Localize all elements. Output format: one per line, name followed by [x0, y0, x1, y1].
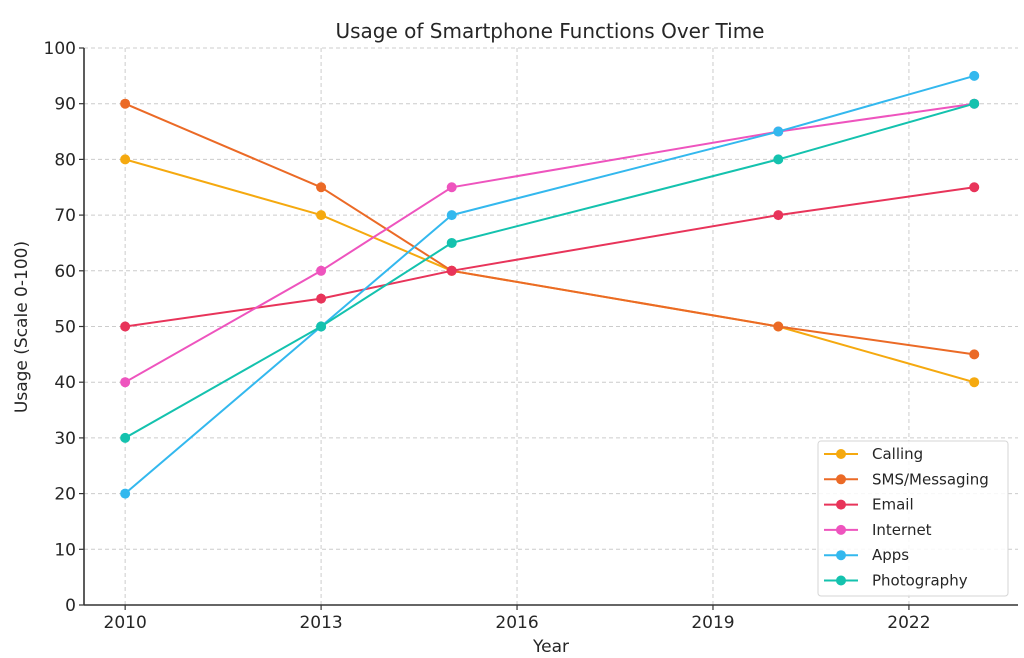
legend-label: Internet — [872, 521, 932, 539]
x-tick-label: 2022 — [887, 613, 930, 633]
y-tick-label: 100 — [44, 39, 76, 59]
y-axis-title: Usage (Scale 0-100) — [12, 241, 32, 413]
data-point-email — [316, 293, 327, 304]
y-tick-label: 70 — [54, 206, 76, 226]
legend-dot-marker — [836, 575, 846, 586]
legend-item-sms-messaging: SMS/Messaging — [824, 470, 989, 488]
legend-label: Email — [872, 496, 914, 514]
x-tick-label: 2010 — [104, 613, 147, 633]
y-tick-label: 80 — [54, 150, 76, 170]
legend-label: Photography — [872, 572, 968, 590]
data-point-apps — [969, 70, 980, 81]
data-point-photography — [446, 237, 457, 248]
x-tick-label: 2019 — [691, 613, 734, 633]
y-tick-label: 20 — [54, 485, 76, 505]
data-point-sms-messaging — [773, 321, 784, 332]
data-point-internet — [446, 182, 457, 193]
legend-label: SMS/Messaging — [872, 470, 989, 488]
legend-dot-marker — [836, 550, 846, 561]
data-point-photography — [120, 432, 131, 443]
legend-dot-marker — [836, 474, 846, 485]
data-point-apps — [773, 126, 784, 137]
series-line-internet — [124, 102, 975, 384]
data-point-calling — [969, 377, 980, 388]
y-tick-label: 90 — [54, 95, 76, 115]
data-point-photography — [969, 98, 980, 109]
series-sms-messaging — [120, 98, 980, 360]
series-email — [120, 182, 980, 332]
data-point-sms-messaging — [316, 182, 327, 193]
y-tick-label: 30 — [54, 429, 76, 449]
data-point-photography — [773, 154, 784, 165]
series-line-email — [124, 186, 975, 328]
data-point-email — [120, 321, 131, 332]
legend-item-email: Email — [824, 496, 914, 514]
y-tick-label: 0 — [65, 596, 76, 616]
legend-dot-marker — [836, 499, 846, 510]
data-point-email — [969, 182, 980, 193]
legend: Calling SMS/Messaging Email Internet Apps Pho… — [817, 440, 1009, 597]
data-point-email — [773, 210, 784, 221]
data-point-internet — [120, 377, 131, 388]
x-axis-title: Year — [532, 637, 569, 657]
x-tick-label: 2016 — [495, 613, 538, 633]
series-line-sms-messaging — [124, 102, 975, 356]
y-tick-label: 60 — [54, 262, 76, 282]
series-apps — [120, 70, 980, 499]
legend-item-photography: Photography — [824, 572, 968, 590]
legend-item-calling: Calling — [824, 445, 923, 463]
axes — [79, 47, 1018, 610]
legend-dot-marker — [836, 524, 846, 535]
series-layer — [120, 70, 980, 499]
legend-label: Apps — [872, 546, 909, 564]
data-point-sms-messaging — [120, 98, 131, 109]
legend-dot-marker — [836, 449, 846, 459]
chart-title: Usage of Smartphone Functions Over Time — [335, 19, 764, 43]
legend-label: Calling — [872, 445, 923, 463]
series-internet — [120, 98, 980, 388]
series-line-apps — [124, 74, 975, 495]
data-point-apps — [120, 488, 131, 499]
data-point-internet — [316, 265, 327, 276]
legend-item-internet: Internet — [824, 521, 932, 539]
legend-box — [817, 440, 1009, 597]
y-tick-label: 10 — [54, 540, 76, 560]
data-point-photography — [316, 321, 327, 332]
y-tick-label: 50 — [54, 318, 76, 338]
x-tick-label: 2013 — [299, 613, 342, 633]
legend-item-apps: Apps — [824, 546, 909, 564]
series-photography — [120, 98, 980, 443]
data-point-email — [446, 265, 457, 276]
data-point-apps — [446, 210, 457, 221]
data-point-calling — [120, 154, 131, 165]
data-point-calling — [316, 210, 327, 221]
data-point-sms-messaging — [969, 349, 980, 360]
tick-labels: 0 10 20 30 40 50 60 70 80 90 100 2010 2013 2016 2019 20… — [44, 39, 931, 633]
y-tick-label: 40 — [54, 373, 76, 393]
